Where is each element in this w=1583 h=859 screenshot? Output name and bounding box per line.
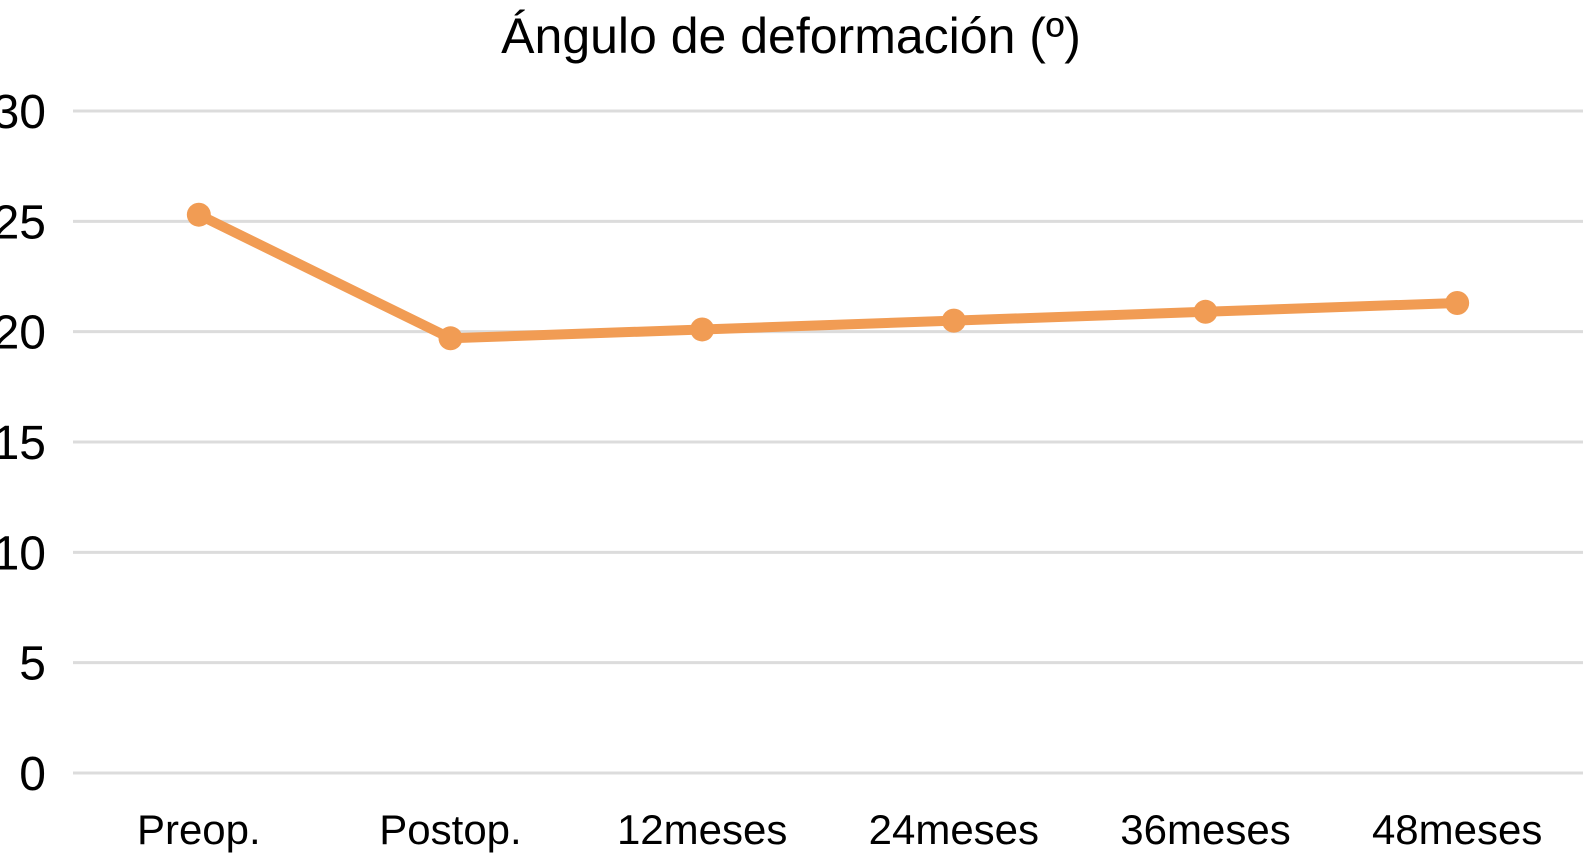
series-line <box>193 209 1463 344</box>
data-point-marker <box>690 317 715 342</box>
y-tick-label: 25 <box>0 196 46 249</box>
y-tick-label: 0 <box>19 748 46 801</box>
x-category-label: Postop. <box>379 806 521 853</box>
x-axis-category-labels: Preop. Postop. 12meses 24meses 36meses 48mese… <box>137 806 1542 853</box>
chart-title: Ángulo de deformación (º) <box>501 8 1081 64</box>
data-series <box>186 202 1470 351</box>
data-point-marker <box>1193 299 1218 324</box>
gridlines <box>73 109 1583 775</box>
data-point-marker <box>186 202 211 227</box>
x-category-label: 48meses <box>1372 806 1542 853</box>
y-tick-label: 10 <box>0 527 46 580</box>
x-category-label: 12meses <box>617 806 787 853</box>
data-point-marker <box>1445 290 1470 315</box>
y-tick-label: 20 <box>0 307 46 360</box>
x-category-label: Preop. <box>137 806 261 853</box>
data-point-marker <box>941 308 966 333</box>
x-category-label: 24meses <box>869 806 1039 853</box>
data-point-marker <box>438 326 463 351</box>
y-axis-tick-labels: 0 5 10 15 20 25 30 <box>0 86 46 801</box>
x-category-label: 36meses <box>1120 806 1290 853</box>
y-tick-label: 5 <box>19 638 46 691</box>
y-tick-label: 15 <box>0 417 46 470</box>
y-tick-label: 30 <box>0 86 46 139</box>
